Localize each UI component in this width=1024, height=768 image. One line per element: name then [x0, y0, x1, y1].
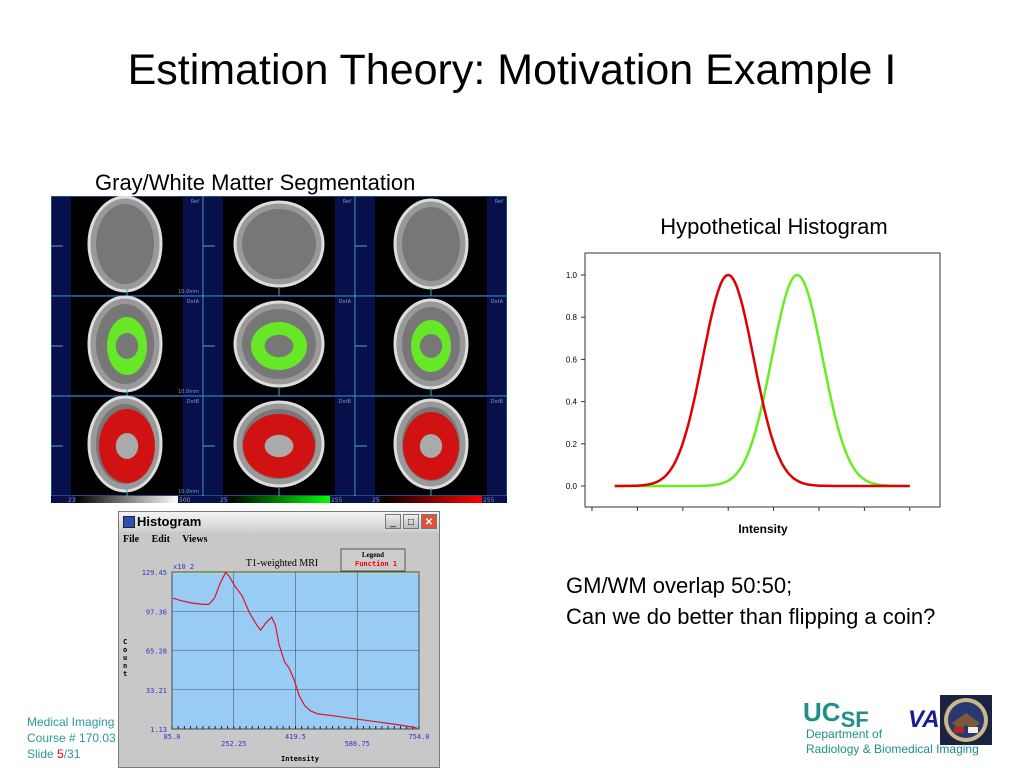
va-logo: VA — [908, 706, 940, 733]
legend-entry: Function 1 — [355, 560, 397, 568]
overlay-gap — [115, 433, 139, 459]
brain-tissue — [402, 207, 460, 281]
y-tick-label: 65.28 — [146, 648, 167, 656]
x-tick-label: 586.75 — [345, 740, 370, 748]
x-axis-label: Intensity — [738, 522, 788, 536]
histogram-window: Histogram _ □ ✕ File Edit Views T1-weigh… — [118, 511, 440, 768]
legend-title: Legend — [362, 551, 384, 559]
y-tick-label: 0.8 — [566, 313, 578, 322]
window-titlebar[interactable]: Histogram _ □ ✕ — [119, 512, 439, 532]
footer-course-line1: Medical Imaging — [27, 715, 115, 729]
mri-panels: Ref 10.0mm Ref Ref DxtA 10.0mm DxtA DxtA DxtB 10.… — [51, 196, 507, 503]
dept-line2: Radiology & Biomedical Imaging — [806, 742, 979, 756]
mri-panel-label: DxtB — [491, 399, 504, 405]
mri-panel-label: DxtA — [491, 299, 504, 305]
y-tick-label: 0.4 — [566, 398, 578, 407]
y-axis-label: Count — [123, 638, 128, 678]
menu-file[interactable]: File — [123, 534, 140, 545]
ucsf-uc: UC — [803, 697, 841, 727]
slide-total: /31 — [63, 747, 81, 761]
colorbar — [76, 496, 178, 503]
dept-line1: Department of — [806, 727, 883, 741]
y-multiplier: x10 2 — [173, 563, 194, 571]
colorbar — [380, 496, 482, 503]
close-button[interactable]: ✕ — [421, 514, 437, 529]
legend-box — [340, 548, 406, 572]
slide-title: Estimation Theory: Motivation Example I — [127, 46, 897, 94]
x-tick-label: 252.25 — [221, 740, 246, 748]
mri-panel-label: DxtB — [339, 399, 352, 405]
y-tick-label: 1.0 — [566, 271, 578, 280]
mri-scale-label: 10.0mm — [178, 389, 199, 395]
menu-edit[interactable]: Edit — [151, 534, 170, 545]
va-seal-icon — [940, 695, 992, 745]
mri-panel-label: Ref — [495, 199, 503, 205]
x-tick-label: 85.0 — [164, 733, 181, 741]
colorbar-max: 500 — [179, 497, 191, 503]
question-line-1: GM/WM overlap 50:50; — [566, 573, 793, 598]
x-tick-label: 754.0 — [408, 733, 429, 741]
window-title: Histogram — [137, 514, 202, 529]
footer-slide-number: Slide 5/31 — [27, 747, 80, 761]
colorbar — [228, 496, 330, 503]
colorbar-min: 25 — [220, 497, 228, 503]
y-tick-label: 97.36 — [146, 608, 167, 616]
y-tick-label: 129.45 — [142, 569, 167, 577]
footer-course-line2: Course # 170.03 — [27, 731, 116, 745]
plot-title: T1-weighted MRI — [246, 558, 319, 569]
hypothetical-histogram-title: Hypothetical Histogram — [660, 214, 888, 239]
mri-panel-label: Ref — [191, 199, 199, 205]
ucsf-logo: UCSF — [803, 697, 869, 732]
overlay-gap — [264, 334, 294, 358]
colorbar-max: 255 — [483, 497, 495, 503]
minimize-button[interactable]: _ — [385, 514, 401, 529]
overlay-gap — [419, 334, 443, 358]
question-line-2: Can we do better than flipping a coin? — [566, 604, 936, 629]
ucsf-sf: SF — [840, 707, 869, 732]
overlay-gap — [115, 333, 139, 359]
mri-panel-label: DxtA — [187, 299, 200, 305]
y-tick-label: 0.2 — [566, 440, 578, 449]
overlay-gap — [419, 434, 443, 458]
overlay-gap — [264, 434, 294, 458]
x-tick-label: 419.5 — [285, 733, 306, 741]
colorbar-min: 23 — [68, 497, 76, 503]
slide-label: Slide — [27, 747, 58, 761]
y-tick-label: 0.0 — [566, 482, 578, 491]
colorbar-max: 255 — [331, 497, 343, 503]
y-tick-label: 0.6 — [566, 355, 578, 364]
mri-scale-label: 10.0mm — [178, 489, 199, 495]
mri-caption: Gray/White Matter Segmentation — [95, 170, 416, 195]
colorbar-min: 25 — [372, 497, 380, 503]
plot-frame — [584, 252, 941, 508]
histogram-curve — [172, 571, 417, 729]
hypothetical-histogram-chart: 0.0 0.2 0.4 0.6 0.8 1.0 Intensity — [566, 252, 941, 536]
mri-scale-label: 10.0mm — [178, 289, 199, 295]
slide-current: 5 — [57, 747, 64, 761]
brain-tissue — [96, 204, 154, 284]
mri-segmentation-image: Ref 10.0mm Ref Ref DxtA 10.0mm DxtA DxtA DxtB 10.… — [51, 196, 507, 503]
y-tick-label: 1.13 — [150, 726, 167, 734]
maximize-button[interactable]: □ — [403, 514, 419, 529]
menu-views[interactable]: Views — [182, 534, 208, 545]
app-icon — [123, 516, 135, 528]
mri-panel-label: Ref — [343, 199, 351, 205]
gm-curve — [614, 273, 910, 488]
mri-panel-label: DxtB — [187, 399, 200, 405]
mri-panel-label: DxtA — [339, 299, 352, 305]
y-tick-label: 33.21 — [146, 687, 167, 695]
wm-curve — [614, 273, 910, 488]
brain-tissue — [242, 209, 316, 279]
x-axis-label: Intensity — [281, 755, 320, 763]
window-menubar: File Edit Views — [123, 534, 217, 545]
